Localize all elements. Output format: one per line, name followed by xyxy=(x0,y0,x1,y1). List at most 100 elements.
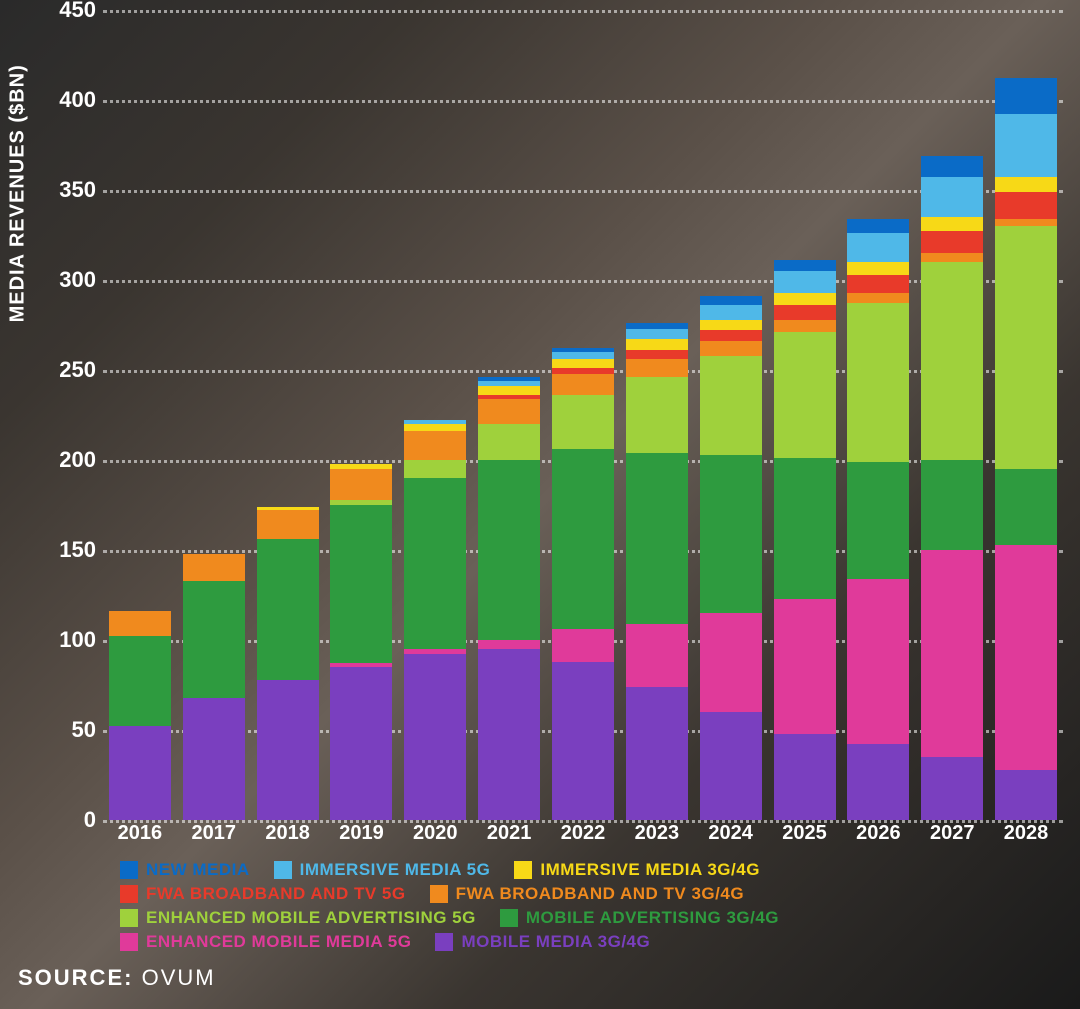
bar-group xyxy=(478,377,540,820)
media-revenue-chart: MEDIA REVENUES ($BN) 0501001502002503003… xyxy=(28,10,1068,870)
bar-segment-enhanced_mobile_media_5g xyxy=(774,599,836,734)
legend-item-immersive_media_5g: IMMERSIVE MEDIA 5G xyxy=(274,860,491,880)
bar-segment-mobile_media_3g4g xyxy=(478,649,540,820)
bar-segment-mobile_media_3g4g xyxy=(921,757,983,820)
bar-segment-fwa_broadband_tv_3g4g xyxy=(774,320,836,333)
y-tick: 100 xyxy=(59,627,96,653)
y-tick: 50 xyxy=(72,717,96,743)
bar-segment-enhanced_mobile_media_5g xyxy=(847,579,909,745)
bar-segment-mobile_media_3g4g xyxy=(626,687,688,820)
bar-segment-immersive_media_5g xyxy=(700,305,762,319)
source-prefix: SOURCE: xyxy=(18,965,133,990)
y-axis-ticks: 050100150200250300350400450 xyxy=(46,10,96,870)
bar-segment-immersive_media_5g xyxy=(626,329,688,340)
bar-segment-mobile_media_3g4g xyxy=(700,712,762,820)
legend-item-fwa_broadband_tv_3g4g: FWA BROADBAND AND TV 3G/4G xyxy=(430,884,744,904)
legend-swatch xyxy=(274,861,292,879)
bar-segment-fwa_broadband_tv_3g4g xyxy=(183,554,245,581)
legend-label: MOBILE MEDIA 3G/4G xyxy=(461,932,650,952)
bar-segment-fwa_broadband_tv_5g xyxy=(847,275,909,293)
bar-group xyxy=(183,554,245,820)
bar-group xyxy=(404,420,466,820)
bar-segment-fwa_broadband_tv_3g4g xyxy=(552,374,614,396)
legend-label: MOBILE ADVERTISING 3G/4G xyxy=(526,908,779,928)
x-label: 2016 xyxy=(109,822,171,845)
legend: NEW MEDIAIMMERSIVE MEDIA 5GIMMERSIVE MED… xyxy=(120,860,1040,952)
bar-segment-enhanced_mobile_advertising_5g xyxy=(847,303,909,461)
bar-segment-new_media xyxy=(847,219,909,233)
bar-container xyxy=(103,10,1063,820)
legend-swatch xyxy=(514,861,532,879)
legend-label: FWA BROADBAND AND TV 5G xyxy=(146,884,406,904)
bar-segment-fwa_broadband_tv_3g4g xyxy=(109,611,171,636)
bar-segment-enhanced_mobile_advertising_5g xyxy=(404,460,466,478)
bar-segment-immersive_media_3g4g xyxy=(847,262,909,275)
y-tick: 400 xyxy=(59,87,96,113)
bar-segment-mobile_media_3g4g xyxy=(552,662,614,820)
legend-swatch xyxy=(120,885,138,903)
bar-group xyxy=(921,156,983,820)
bar-segment-fwa_broadband_tv_3g4g xyxy=(847,293,909,304)
legend-swatch xyxy=(120,909,138,927)
bar-segment-enhanced_mobile_advertising_5g xyxy=(552,395,614,449)
x-label: 2018 xyxy=(257,822,319,845)
legend-item-fwa_broadband_tv_5g: FWA BROADBAND AND TV 5G xyxy=(120,884,406,904)
x-label: 2019 xyxy=(330,822,392,845)
bar-group xyxy=(330,464,392,820)
legend-swatch xyxy=(500,909,518,927)
x-label: 2026 xyxy=(847,822,909,845)
bar-segment-enhanced_mobile_media_5g xyxy=(626,624,688,687)
bar-group xyxy=(700,296,762,820)
bar-segment-immersive_media_5g xyxy=(921,177,983,217)
bar-group xyxy=(626,323,688,820)
bar-segment-fwa_broadband_tv_3g4g xyxy=(626,359,688,377)
bar-segment-enhanced_mobile_advertising_5g xyxy=(478,424,540,460)
legend-swatch xyxy=(430,885,448,903)
y-tick: 450 xyxy=(59,0,96,23)
bar-segment-fwa_broadband_tv_5g xyxy=(626,350,688,359)
y-tick: 0 xyxy=(84,807,96,833)
bar-segment-mobile_advertising_3g4g xyxy=(552,449,614,629)
bar-segment-immersive_media_5g xyxy=(995,114,1057,177)
plot-area xyxy=(103,10,1063,820)
bar-segment-fwa_broadband_tv_5g xyxy=(774,305,836,319)
x-label: 2020 xyxy=(404,822,466,845)
bar-group xyxy=(552,348,614,820)
bar-segment-immersive_media_5g xyxy=(847,233,909,262)
bar-segment-mobile_media_3g4g xyxy=(995,770,1057,820)
bar-segment-fwa_broadband_tv_5g xyxy=(995,192,1057,219)
legend-swatch xyxy=(435,933,453,951)
bar-segment-immersive_media_3g4g xyxy=(700,320,762,331)
x-label: 2024 xyxy=(700,822,762,845)
bar-segment-mobile_advertising_3g4g xyxy=(847,462,909,579)
bar-segment-mobile_media_3g4g xyxy=(404,654,466,820)
bar-segment-enhanced_mobile_advertising_5g xyxy=(774,332,836,458)
source-name: OVUM xyxy=(142,965,216,990)
x-label: 2027 xyxy=(921,822,983,845)
x-axis-labels: 2016201720182019202020212022202320242025… xyxy=(103,822,1063,845)
bar-segment-new_media xyxy=(700,296,762,305)
legend-label: IMMERSIVE MEDIA 5G xyxy=(300,860,491,880)
bar-segment-mobile_advertising_3g4g xyxy=(330,505,392,663)
legend-label: IMMERSIVE MEDIA 3G/4G xyxy=(540,860,760,880)
bar-group xyxy=(774,260,836,820)
bar-segment-immersive_media_3g4g xyxy=(478,386,540,395)
bar-segment-enhanced_mobile_media_5g xyxy=(995,545,1057,770)
bar-segment-mobile_advertising_3g4g xyxy=(774,458,836,598)
bar-group xyxy=(109,611,171,820)
legend-swatch xyxy=(120,933,138,951)
bar-segment-mobile_advertising_3g4g xyxy=(257,539,319,679)
x-label: 2028 xyxy=(995,822,1057,845)
bar-segment-fwa_broadband_tv_5g xyxy=(921,231,983,253)
bar-segment-fwa_broadband_tv_3g4g xyxy=(921,253,983,262)
bar-segment-fwa_broadband_tv_3g4g xyxy=(995,219,1057,226)
x-label: 2022 xyxy=(552,822,614,845)
bar-segment-immersive_media_3g4g xyxy=(552,359,614,368)
legend-item-enhanced_mobile_advertising_5g: ENHANCED MOBILE ADVERTISING 5G xyxy=(120,908,476,928)
bar-segment-immersive_media_3g4g xyxy=(774,293,836,306)
bar-segment-fwa_broadband_tv_3g4g xyxy=(700,341,762,355)
bar-segment-immersive_media_3g4g xyxy=(404,424,466,431)
legend-item-enhanced_mobile_media_5g: ENHANCED MOBILE MEDIA 5G xyxy=(120,932,411,952)
bar-segment-immersive_media_5g xyxy=(552,352,614,359)
bar-segment-immersive_media_5g xyxy=(774,271,836,293)
